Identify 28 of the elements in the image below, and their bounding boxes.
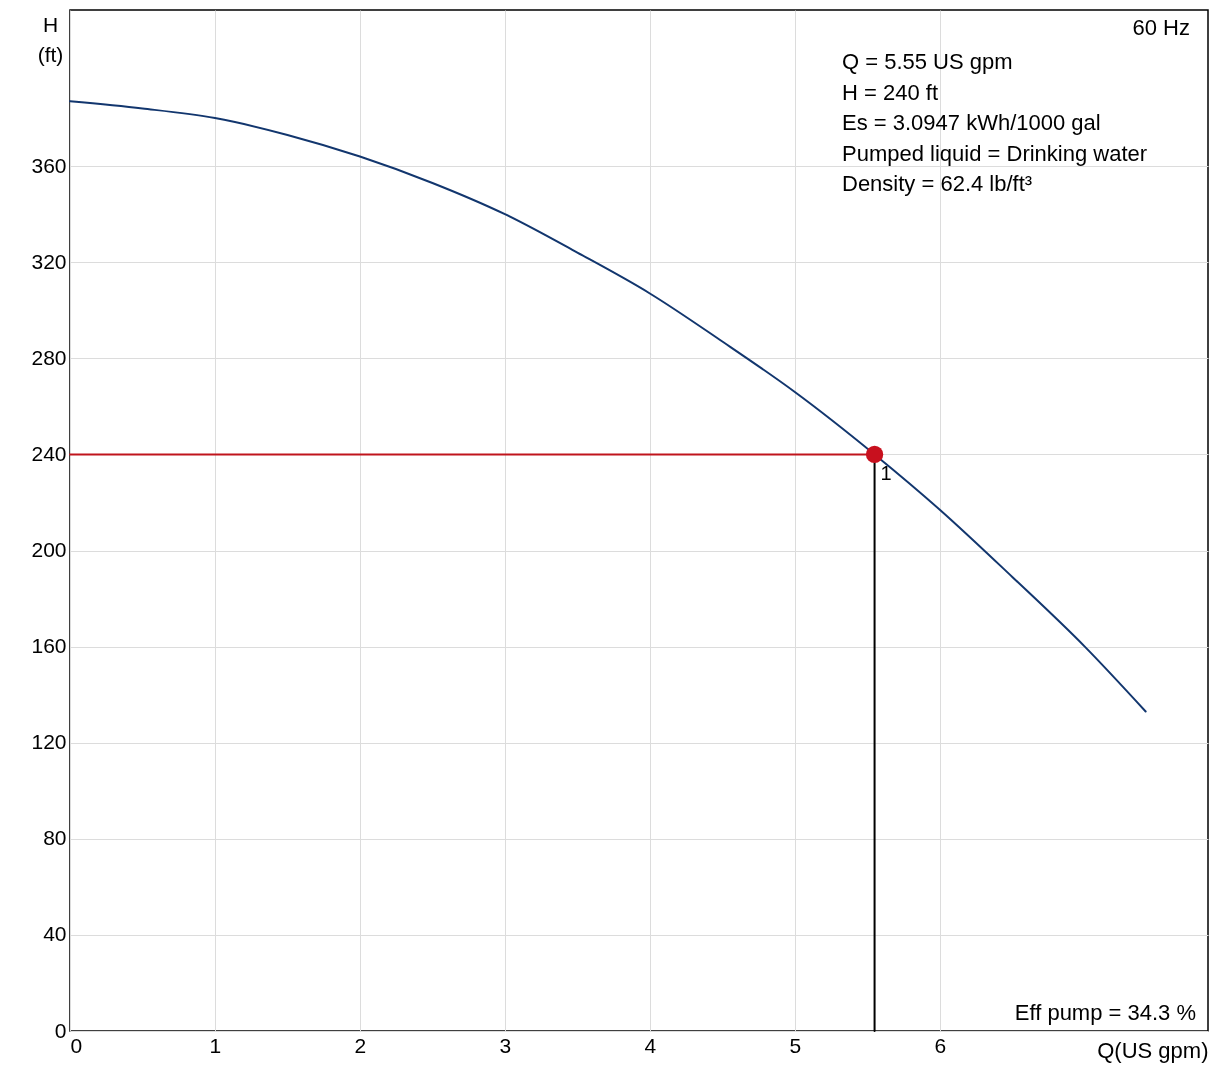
line-series: [69, 100, 1147, 713]
y-tick-label: 200: [31, 538, 67, 562]
x-tick-label: 2: [354, 1033, 367, 1057]
annotation: Q = 5.55 US gpm: [842, 49, 1013, 74]
annotation: Pumped liquid = Drinking water: [842, 140, 1148, 166]
annotation: 1: [880, 462, 892, 485]
y-tick-label: 320: [31, 249, 67, 273]
annotation: H = 240 ft: [842, 79, 939, 105]
x-tick-label: 5: [789, 1033, 802, 1057]
y-tick-label: 0: [54, 1018, 67, 1042]
x-tick-label: 3: [499, 1033, 512, 1057]
x-axis-title: Q(US gpm): [1097, 1037, 1209, 1063]
x-tick-label: 1: [209, 1033, 222, 1057]
annotation: Density = 62.4 lb/ft³: [842, 171, 1033, 196]
annotation: Es = 3.0947 kWh/1000 gal: [842, 110, 1101, 135]
y-tick-label: 160: [31, 634, 67, 658]
y-tick-label: 80: [43, 826, 67, 850]
y-axis-title: H (ft): [37, 12, 64, 66]
y-tick-label: 120: [31, 730, 67, 754]
chart-title: 60 Hz: [1132, 15, 1190, 40]
y-tick-label: 40: [43, 922, 67, 946]
annotation: Eff pump = 34.3 %: [1014, 1000, 1196, 1025]
y-tick-label: 240: [31, 441, 67, 465]
x-tick-label: 0: [70, 1033, 83, 1057]
x-tick-label: 4: [644, 1033, 657, 1057]
x-tick-label: 6: [934, 1033, 947, 1057]
y-tick-label: 280: [31, 345, 67, 369]
y-tick-label: 360: [31, 153, 67, 177]
